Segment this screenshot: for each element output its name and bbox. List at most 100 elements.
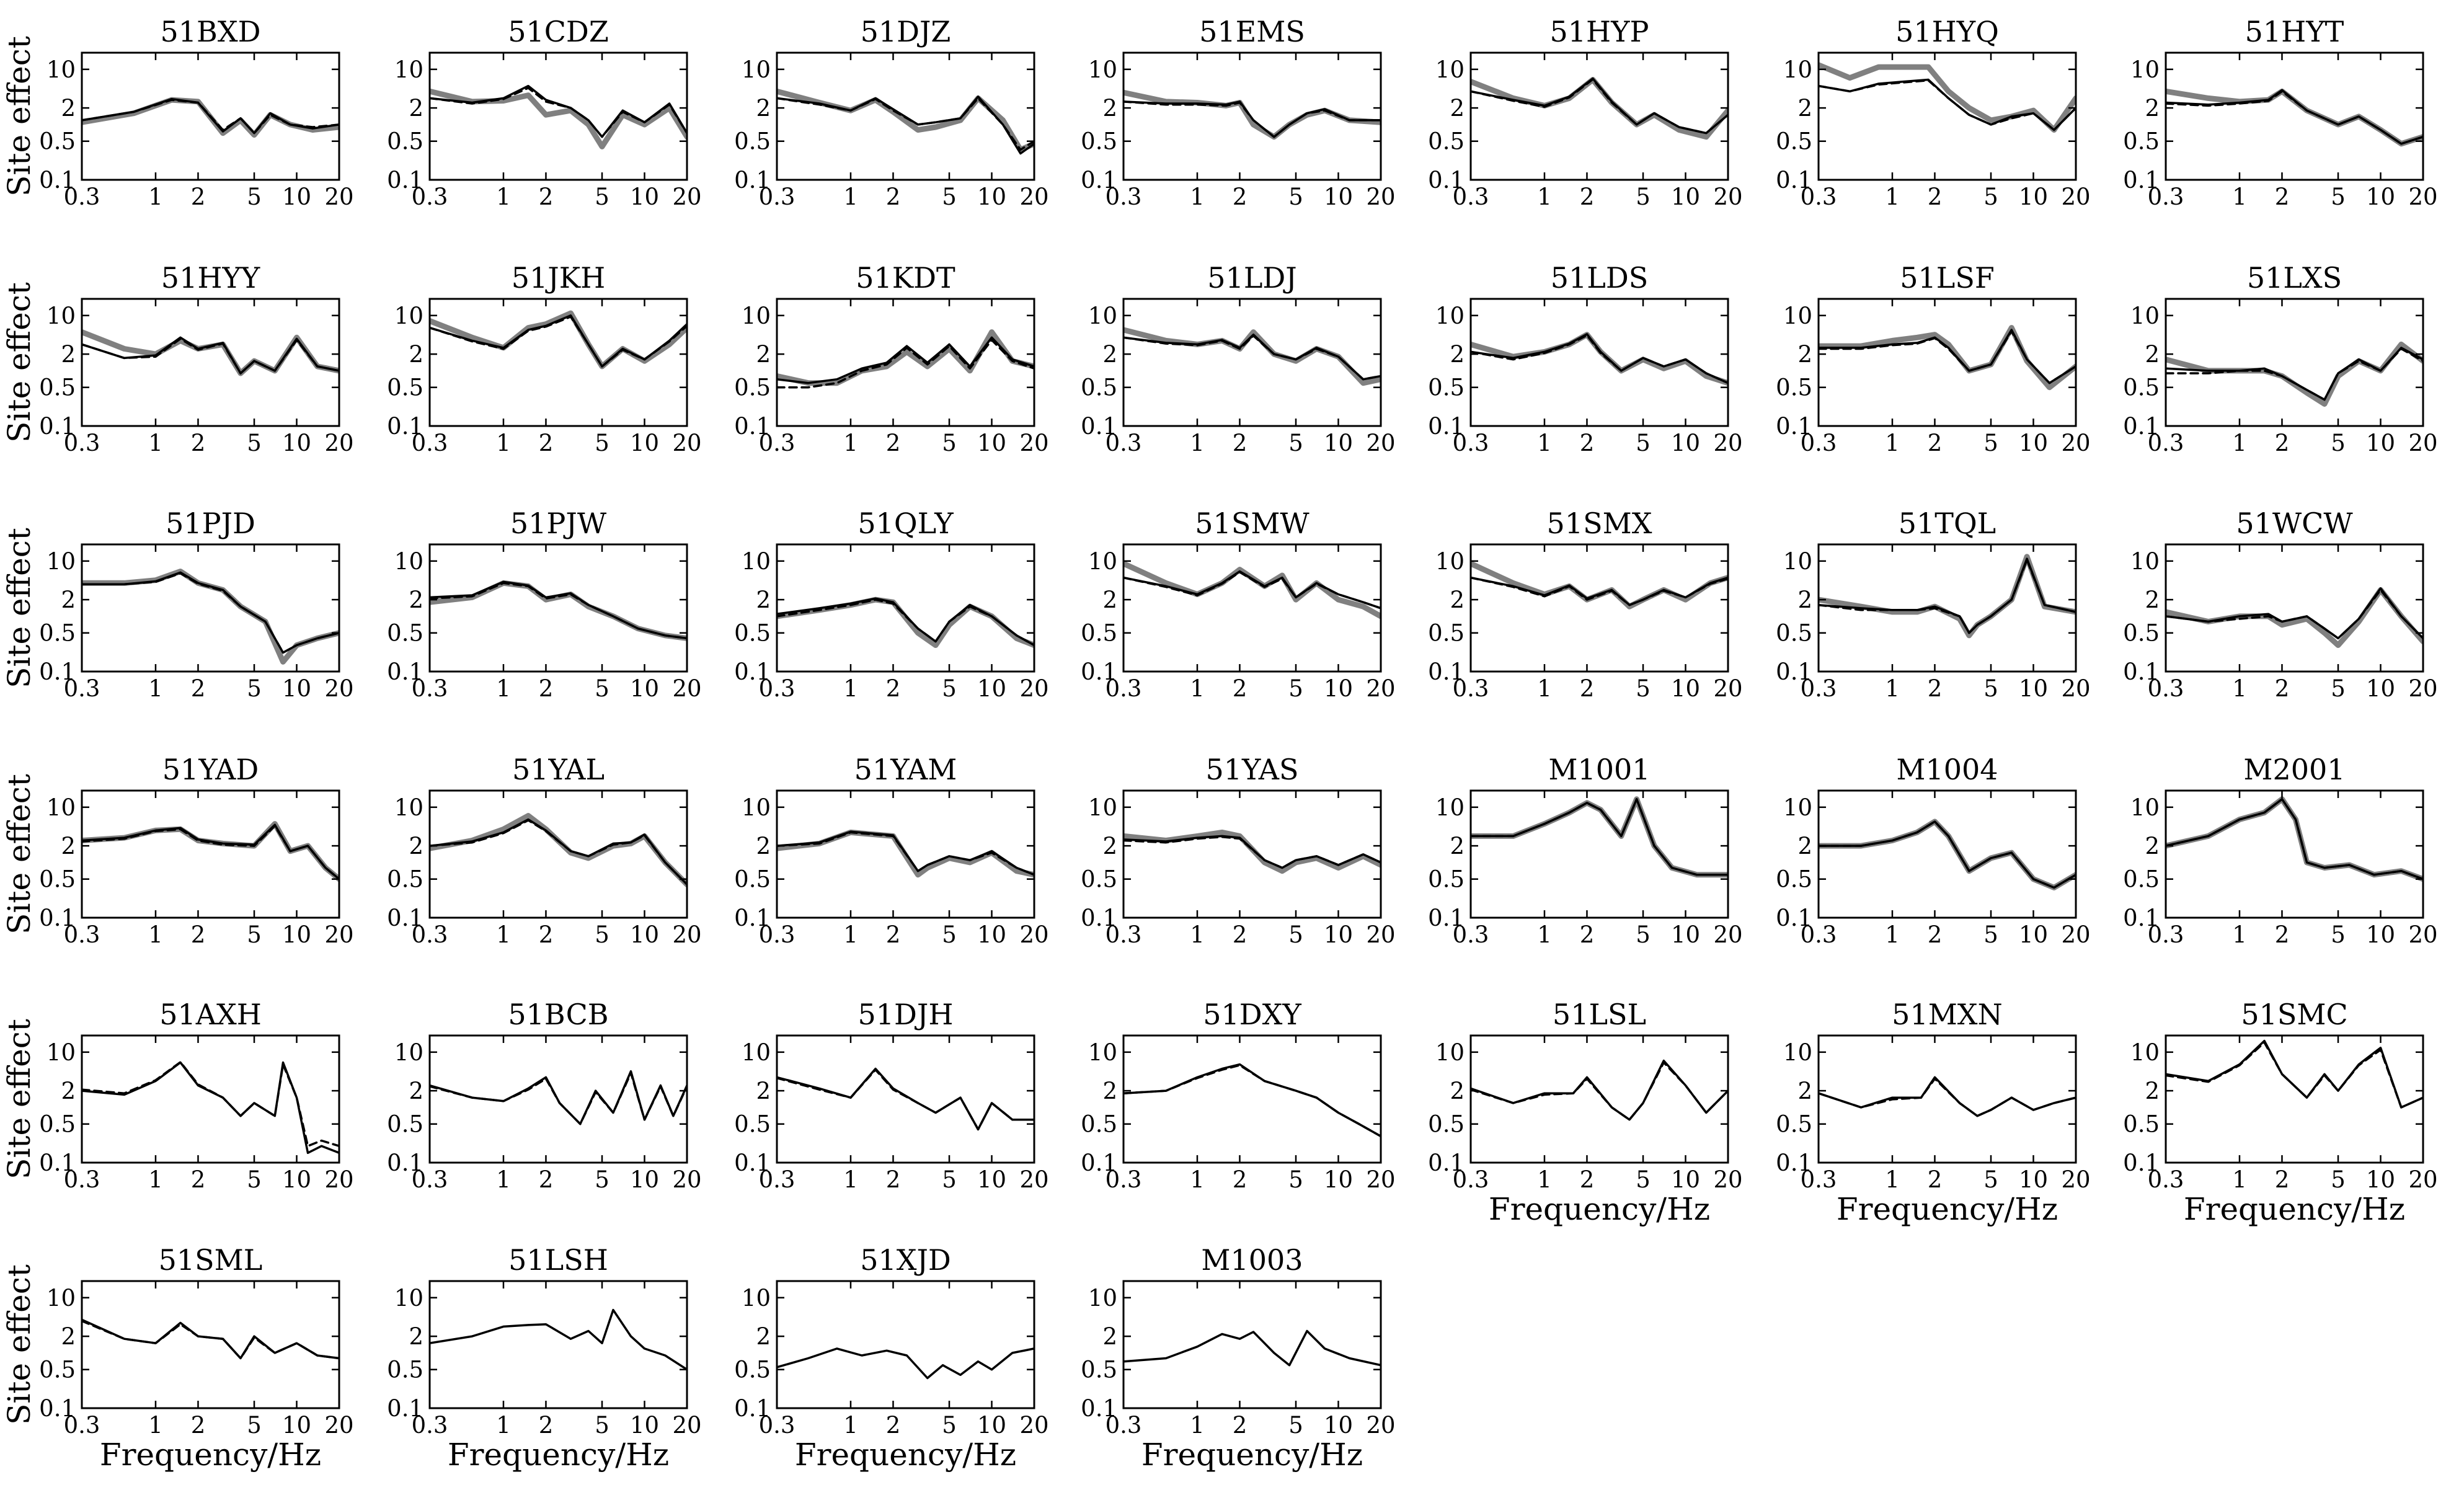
- panel-title: 51YAD: [162, 753, 259, 786]
- plot-frame: [1469, 51, 1729, 181]
- y-tick-label: 10: [742, 794, 771, 821]
- y-tick-label: 0.1: [2123, 905, 2160, 931]
- x-tick-label: 5: [247, 184, 262, 210]
- x-tick-label: 0.3: [412, 1166, 448, 1193]
- y-tick-label: 2: [61, 1323, 76, 1350]
- x-tick-label: 0.3: [1801, 184, 1837, 210]
- series-line-thick: [1819, 325, 2076, 391]
- x-tick-label: 1: [1537, 184, 1552, 210]
- series-line-solid: [2166, 798, 2423, 880]
- x-tick-label: 5: [595, 184, 609, 210]
- x-tick-label: 10: [630, 1412, 659, 1439]
- y-tick-label: 10: [394, 1285, 423, 1311]
- x-tick-label: 5: [2331, 1166, 2346, 1193]
- panel-51lds: 51LDS 0.3 1 2 5 10 20 0.1 0.5 2 10: [1428, 261, 1742, 456]
- y-tick-label: 10: [1088, 303, 1117, 329]
- x-tick-label: 1: [496, 1412, 511, 1439]
- x-tick-label: 5: [1636, 921, 1651, 948]
- x-tick-label: 20: [324, 675, 353, 702]
- x-tick-label: 20: [672, 184, 701, 210]
- y-tick-label: 0.1: [1428, 413, 1465, 440]
- x-tick-label: 20: [2061, 675, 2090, 702]
- x-tick-label: 5: [2331, 921, 2346, 948]
- x-tick-label: 2: [2275, 184, 2290, 210]
- panel-title: 51HYT: [2245, 15, 2344, 48]
- y-tick-label: 2: [1102, 1323, 1117, 1350]
- x-tick-label: 2: [1580, 675, 1595, 702]
- y-tick-label: 0.5: [387, 375, 423, 401]
- series-line-solid: [777, 336, 1034, 384]
- x-tick-label: 1: [148, 921, 163, 948]
- plot-frame: [776, 298, 1035, 427]
- x-tick-label: 5: [1636, 430, 1651, 456]
- x-tick-label: 5: [1288, 184, 1303, 210]
- y-tick-label: 0.1: [734, 1150, 771, 1176]
- y-tick-label: 0.5: [734, 375, 771, 401]
- panel-title: 51CDZ: [508, 15, 609, 48]
- series-line-dashed: [2166, 347, 2423, 401]
- series-line-solid: [430, 580, 687, 640]
- x-tick-label: 10: [977, 184, 1006, 210]
- y-tick-label: 10: [1783, 794, 1812, 821]
- x-tick-label: 20: [2061, 184, 2090, 210]
- x-tick-label: 1: [1885, 675, 1900, 702]
- x-tick-label: 0.3: [1801, 675, 1837, 702]
- x-tick-label: 1: [1190, 1166, 1205, 1193]
- x-tick-label: 0.3: [64, 430, 100, 456]
- x-tick-label: 2: [539, 184, 554, 210]
- y-tick-label: 0.5: [39, 128, 76, 155]
- x-tick-label: 2: [1233, 1166, 1248, 1193]
- panel-51ems: 51EMS 0.3 1 2 5 10 20 0.1 0.5 2 10: [1081, 15, 1395, 210]
- panel-title: 51JKH: [512, 261, 605, 295]
- y-tick-label: 0.5: [2123, 375, 2160, 401]
- x-tick-label: 20: [2061, 1166, 2090, 1193]
- y-tick-label: 0.5: [39, 1111, 76, 1138]
- y-tick-label: 10: [2130, 303, 2160, 329]
- x-tick-label: 5: [247, 430, 262, 456]
- series-line-dashed: [1819, 1077, 2076, 1117]
- x-tick-label: 0.3: [1106, 675, 1142, 702]
- x-tick-label: 0.3: [412, 675, 448, 702]
- x-tick-label: 5: [595, 921, 609, 948]
- series-line-thick: [82, 821, 339, 882]
- series-line-thick: [430, 580, 687, 641]
- x-tick-label: 5: [247, 1166, 262, 1193]
- x-tick-label: 10: [2366, 675, 2395, 702]
- panel-51bcb: 51BCB 0.3 1 2 5 10 20 0.1 0.5 2 10: [387, 998, 701, 1193]
- panel-title: 51SMW: [1195, 507, 1310, 540]
- series-line-solid: [82, 823, 339, 880]
- x-tick-label: 10: [1324, 675, 1353, 702]
- x-tick-label: 10: [282, 921, 311, 948]
- x-tick-label: 10: [977, 1412, 1006, 1439]
- x-tick-label: 10: [630, 184, 659, 210]
- panel-51hyy: 51HYY 0.3 1 2 5 10 20 0.1 0.5 2 10 Site effect: [1, 261, 354, 456]
- y-tick-label: 10: [394, 303, 423, 329]
- y-tick-label: 0.5: [39, 1357, 76, 1383]
- y-tick-label: 0.1: [734, 413, 771, 440]
- y-tick-label: 0.1: [387, 659, 423, 685]
- x-tick-label: 2: [1580, 921, 1595, 948]
- panel-title: M1001: [1548, 753, 1650, 786]
- x-tick-label: 1: [1885, 430, 1900, 456]
- y-tick-label: 0.5: [734, 1111, 771, 1138]
- plot-frame: [1817, 1034, 2077, 1164]
- panel-51jkh: 51JKH 0.3 1 2 5 10 20 0.1 0.5 2 10: [387, 261, 701, 456]
- y-tick-label: 2: [756, 833, 771, 859]
- plot-frame: [1122, 543, 1382, 673]
- plot-frame: [1817, 51, 2077, 181]
- x-tick-label: 0.3: [2148, 1166, 2184, 1193]
- x-tick-label: 1: [148, 430, 163, 456]
- panel-m1001: M1001 0.3 1 2 5 10 20 0.1 0.5 2 10: [1428, 753, 1742, 948]
- y-tick-label: 0.1: [734, 905, 771, 931]
- series-line-solid: [430, 314, 687, 368]
- y-tick-label: 0.1: [1428, 1150, 1465, 1176]
- series-line-solid: [1471, 77, 1728, 135]
- series-line-solid: [1471, 333, 1728, 384]
- plot-frame: [81, 298, 340, 427]
- y-tick-label: 10: [47, 1285, 76, 1311]
- series-line-solid: [1471, 1059, 1728, 1121]
- x-tick-label: 20: [672, 675, 701, 702]
- x-tick-label: 0.3: [1453, 921, 1489, 948]
